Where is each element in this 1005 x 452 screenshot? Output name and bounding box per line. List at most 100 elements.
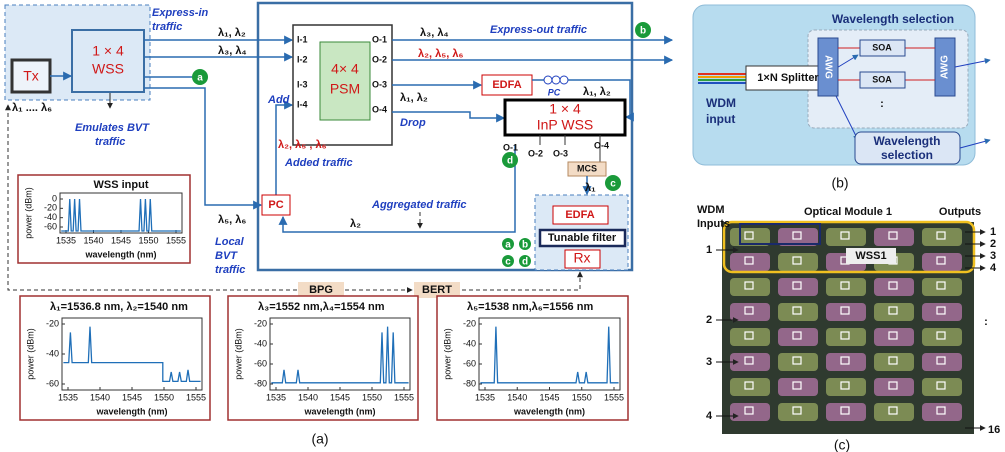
chip-cell	[778, 278, 818, 296]
add-label: Add	[267, 94, 290, 106]
lambda-label: λ₁, λ₂	[400, 92, 428, 104]
x-tick-label: 1550	[154, 392, 174, 402]
y-tick-label: -60	[46, 378, 59, 388]
panel-c	[722, 222, 974, 434]
chip-cell	[730, 403, 770, 421]
express-in-label: Express-in	[152, 7, 209, 19]
emulates-label: traffic	[95, 136, 125, 148]
y-tick-label: -80	[254, 378, 267, 388]
x-tick-label: 1540	[298, 392, 318, 402]
chip-cell	[874, 353, 914, 371]
monitor-point-label: d	[522, 257, 528, 268]
input-label: WDM	[706, 96, 736, 110]
tx-range: λ₁ .... λ₆	[12, 102, 52, 114]
x-tick-label: 1540	[507, 392, 527, 402]
psm-output: O-1	[372, 34, 387, 44]
psm-input: I-4	[297, 99, 308, 109]
edfa-label: EDFA	[492, 79, 521, 91]
input-number: 4	[706, 410, 713, 422]
chip-cell	[922, 303, 962, 321]
x-tick-label: 1540	[83, 235, 103, 245]
x-tick-label: 1545	[539, 392, 559, 402]
y-axis-label: power (dBm)	[442, 328, 452, 380]
chip-cell	[922, 378, 962, 396]
chip-cell	[922, 253, 962, 271]
panel-b-title: Wavelength selection	[832, 12, 954, 26]
output-number: 2	[990, 238, 996, 250]
y-axis-label: power (dBm)	[23, 187, 33, 239]
inp-output: O-4	[594, 140, 609, 150]
chip-cell	[778, 403, 818, 421]
y-tick-label: -40	[463, 338, 476, 348]
chip-cell	[826, 353, 866, 371]
panel-label: (b)	[831, 175, 848, 191]
x-tick-label: 1550	[138, 235, 158, 245]
chip-cell	[874, 378, 914, 396]
chip-cell	[826, 328, 866, 346]
y-tick-label: -20	[46, 318, 59, 328]
outputs-title: Outputs	[939, 206, 981, 218]
chip-cell	[874, 328, 914, 346]
chip-cell	[874, 278, 914, 296]
psm-label: PSM	[330, 81, 360, 97]
x-tick-label: 1545	[122, 392, 142, 402]
input-number: 2	[706, 314, 712, 326]
aggregated-traffic-label: Aggregated traffic	[371, 199, 467, 211]
x-tick-label: 1535	[475, 392, 495, 402]
plot-title: WSS input	[94, 179, 149, 191]
x-tick-label: 1550	[572, 392, 592, 402]
y-tick-label: -20	[463, 318, 476, 328]
inp-wss-label: InP WSS	[537, 117, 594, 133]
x-axis-label: wavelength (nm)	[95, 406, 167, 416]
x-axis-label: wavelength (nm)	[303, 406, 375, 416]
y-tick-label: -20	[254, 318, 267, 328]
chip-cell	[730, 303, 770, 321]
panel-label: (c)	[834, 437, 850, 452]
soa-label: SOA	[872, 42, 892, 52]
chip-cell	[826, 228, 866, 246]
lambda-label: λ₁, λ₂	[218, 27, 246, 39]
x-tick-label: 1555	[166, 235, 186, 245]
psm-output: O-3	[372, 79, 387, 89]
chip-cell	[826, 303, 866, 321]
chip-cell	[778, 253, 818, 271]
psm-input: I-2	[297, 54, 308, 64]
chip-cell	[826, 378, 866, 396]
dots: :	[984, 316, 988, 328]
awg-label: AWG	[940, 55, 951, 79]
y-tick-label: -40	[46, 348, 59, 358]
lambda-label: λ₂, λ₅ , λ₆	[278, 139, 327, 151]
rx-label: Rx	[573, 250, 590, 266]
input-label: input	[706, 112, 735, 126]
monitor-point-label: b	[640, 26, 646, 37]
monitor-point-label: a	[197, 73, 203, 84]
wss-label: 1 × 4	[92, 43, 124, 59]
y-tick-label: -60	[44, 221, 57, 231]
x-tick-label: 1555	[186, 392, 206, 402]
chip-cell	[922, 278, 962, 296]
lambda-label: λ₃, λ₄	[218, 45, 247, 57]
drop-label: Drop	[400, 117, 426, 129]
mcs-label: MCS	[577, 163, 597, 173]
express-in-label: traffic	[152, 21, 182, 33]
local-bvt-label: traffic	[215, 264, 245, 276]
chip-cell	[730, 253, 770, 271]
filter-label: Tunable filter	[548, 232, 617, 244]
inp-output: O-3	[553, 148, 568, 158]
chip-cell	[874, 303, 914, 321]
lambda-label: λ₁, λ₂	[583, 86, 611, 98]
pc-label: PC	[268, 199, 283, 211]
added-traffic-label: Added traffic	[284, 157, 353, 169]
x-tick-label: 1550	[362, 392, 382, 402]
pc-coil	[552, 76, 560, 84]
lambda-label: λ₅, λ₆	[218, 214, 246, 226]
bert-label: BERT	[422, 284, 452, 296]
lambda-label: λ₃, λ₄	[420, 27, 449, 39]
chip-cell	[778, 353, 818, 371]
output-number: 4	[990, 262, 997, 274]
chip-cell	[730, 278, 770, 296]
output-number: 3	[990, 250, 996, 262]
emulates-label: Emulates BVT	[75, 122, 150, 134]
dots: :	[880, 98, 884, 110]
y-tick-label: -60	[463, 358, 476, 368]
